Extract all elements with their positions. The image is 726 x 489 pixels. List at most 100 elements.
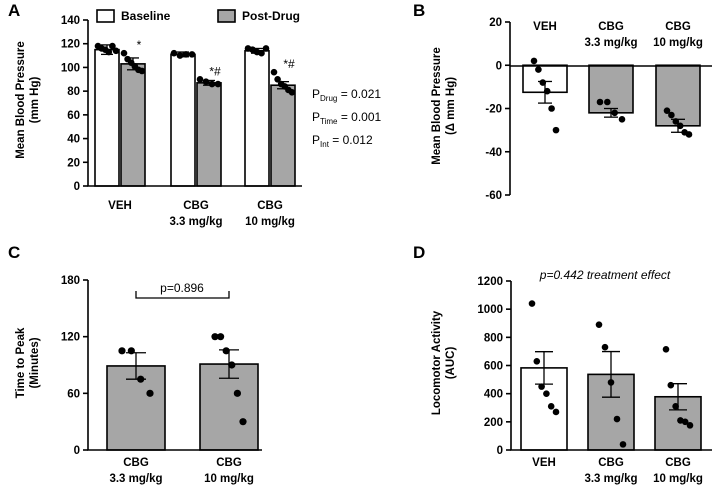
panel-c-axes: [87, 280, 262, 451]
panel-a-category-sublabel: 3.3 mg/kg: [169, 216, 222, 228]
post-drug-bar: [120, 63, 146, 187]
data-point: [547, 403, 555, 410]
data-point: [270, 68, 278, 76]
panel-b-ylabel-unit: (Δ mm Hg): [445, 77, 457, 135]
panel-a-category-label: CBG: [183, 200, 209, 212]
panel-b-category-label: CBG: [665, 21, 691, 33]
panel-b-category-sublabel: 10 mg/kg: [653, 37, 703, 49]
delta-bar: [655, 64, 701, 127]
legend-label-post-drug: Post-Drug: [242, 9, 300, 23]
data-point: [543, 87, 551, 95]
p-drug-stat: PDrug = 0.021: [312, 87, 381, 103]
data-point: [543, 390, 550, 397]
y-tick-label: 200: [484, 417, 503, 429]
panel-d-axes: [510, 281, 712, 451]
panel-d-category-sublabel: 3.3 mg/kg: [584, 473, 637, 485]
data-point: [127, 347, 135, 355]
legend-swatch-baseline: [96, 9, 115, 23]
significance-marker: *#: [209, 64, 221, 78]
y-tick-label: 1200: [477, 276, 503, 288]
panel-a-category-sublabel: 10 mg/kg: [245, 216, 295, 228]
data-point: [118, 347, 126, 355]
data-point: [596, 98, 604, 106]
data-point: [222, 347, 230, 355]
data-point: [601, 343, 609, 351]
panel-d-ylabel-unit: (AUC): [445, 347, 457, 380]
y-tick-label: 180: [61, 275, 80, 287]
data-point: [262, 45, 270, 52]
baseline-bar: [170, 53, 196, 187]
data-point: [196, 75, 204, 83]
significance-marker: *: [137, 38, 142, 52]
y-tick-label: 0: [74, 181, 80, 193]
data-point: [672, 118, 680, 125]
baseline-bar: [244, 50, 270, 187]
data-point: [208, 80, 216, 88]
data-point: [619, 441, 627, 448]
panel-d-ylabel: Locomotor Activity: [431, 310, 443, 415]
panel-c-p-value: p=0.896: [160, 281, 204, 295]
data-point: [533, 357, 541, 365]
data-point: [138, 67, 146, 75]
data-point: [611, 109, 618, 117]
data-point: [105, 48, 113, 56]
y-tick-label: 20: [489, 17, 502, 29]
y-tick-label: 40: [67, 134, 80, 146]
data-point: [170, 49, 178, 57]
data-point: [137, 375, 145, 383]
y-tick-label: 140: [61, 15, 80, 27]
time-to-peak-bar: [106, 365, 166, 451]
y-tick-label: 0: [74, 445, 80, 457]
data-point: [548, 105, 555, 112]
data-point: [176, 52, 184, 59]
p-int-stat: PInt = 0.012: [312, 133, 373, 149]
panel-c-ylabel: Time to Peak: [15, 327, 27, 398]
data-point: [112, 47, 120, 55]
panel-c-bars: [106, 333, 259, 451]
delta-bar: [588, 64, 634, 114]
panel-d: D Locomotor Activity (AUC) p=0.442 treat…: [413, 243, 712, 485]
panel-letter-b: B: [413, 1, 425, 20]
y-tick-label: 1000: [477, 304, 503, 316]
y-tick-label: 0: [496, 60, 502, 72]
data-point: [274, 75, 281, 83]
data-point: [288, 89, 296, 96]
panel-c-category-sublabel: 10 mg/kg: [204, 473, 254, 485]
panel-letter-a: A: [8, 1, 20, 20]
data-point: [214, 80, 222, 88]
panel-b-category-label: VEH: [533, 21, 557, 33]
data-point: [535, 66, 542, 73]
panel-a-category-label: VEH: [108, 200, 132, 212]
post-drug-bar: [196, 82, 222, 187]
data-point: [233, 389, 241, 397]
panel-a-ylabel-unit: (mm Hg): [29, 77, 41, 124]
panel-a: A Baseline Post-Drug Mean Blood Pressure…: [8, 1, 382, 228]
panel-d-y-axis-label: Locomotor Activity (AUC): [431, 310, 457, 415]
data-point: [528, 300, 536, 307]
data-point: [538, 383, 545, 390]
y-tick-label: 120: [61, 39, 80, 51]
panel-c-category-sublabel: 3.3 mg/kg: [109, 473, 162, 485]
data-point: [146, 389, 154, 397]
y-tick-label: 60: [67, 388, 80, 400]
data-point: [613, 415, 621, 423]
panel-b: B Mean Blood Pressure (Δ mm Hg) 20 0 -20 -4…: [413, 1, 712, 202]
panel-d-bars: [520, 300, 702, 451]
data-point: [239, 418, 247, 426]
data-point: [595, 321, 603, 328]
data-point: [182, 51, 190, 58]
data-point: [188, 51, 196, 58]
y-tick-label: 80: [67, 86, 80, 98]
panel-a-y-axis-label: Mean Blood Pressure (mm Hg): [15, 41, 41, 159]
panel-b-y-ticks: 20 0 -20 -40 -60: [485, 17, 510, 202]
data-point: [685, 131, 693, 138]
data-point: [607, 379, 615, 386]
data-point: [668, 111, 675, 119]
data-point: [211, 333, 219, 341]
data-point: [109, 42, 116, 50]
data-point: [663, 107, 671, 114]
legend-label-baseline: Baseline: [121, 9, 171, 23]
panel-a-stats: PDrug = 0.021 PTime = 0.001 PInt = 0.012: [312, 87, 382, 149]
panel-b-category-label: CBG: [598, 21, 624, 33]
